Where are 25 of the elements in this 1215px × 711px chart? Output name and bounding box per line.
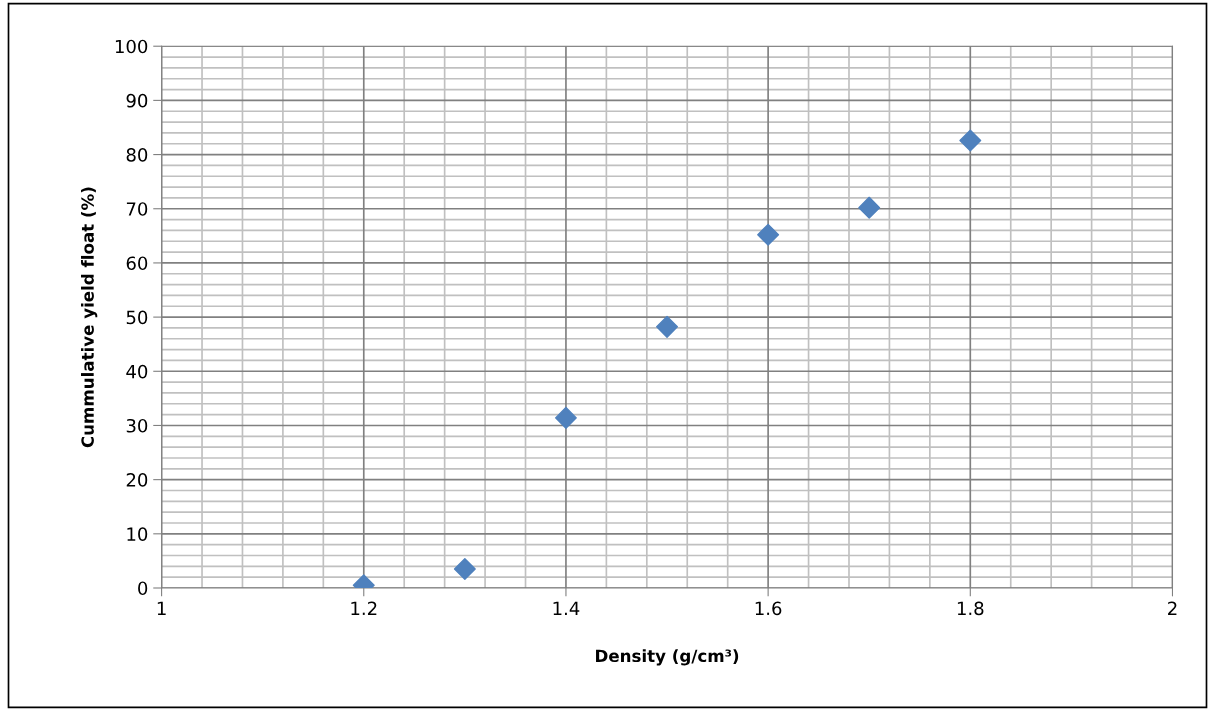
point bbox=[858, 196, 881, 219]
y-tick-label: 0 bbox=[138, 581, 148, 596]
y-tick-label: 40 bbox=[126, 364, 148, 379]
y-tick-label: 80 bbox=[126, 148, 148, 162]
x-tick-label: 1.6 bbox=[755, 601, 782, 616]
y-tick-label: 70 bbox=[126, 202, 148, 216]
point bbox=[554, 406, 577, 429]
x-tick-label: 1.8 bbox=[957, 601, 984, 616]
y-tick-label: 20 bbox=[126, 473, 148, 487]
y-tick-label: 100 bbox=[115, 39, 148, 54]
y-tick-label: 10 bbox=[127, 527, 148, 541]
x-tick-label: 2 bbox=[1168, 601, 1177, 615]
y-tick-label: 90 bbox=[126, 93, 148, 108]
y-axis-title: Cummulative yield float (%) bbox=[81, 187, 98, 448]
y-tick-label: 30 bbox=[126, 418, 148, 433]
x-tick-label: 1.4 bbox=[553, 601, 580, 615]
x-tick-label: 1.2 bbox=[351, 601, 377, 615]
y-tick-label: 60 bbox=[126, 256, 148, 271]
y-tick-label: 50 bbox=[126, 310, 148, 325]
point bbox=[959, 129, 982, 152]
point bbox=[656, 315, 679, 338]
point bbox=[453, 558, 476, 581]
point bbox=[757, 223, 780, 246]
x-tick-label: 1 bbox=[157, 601, 166, 615]
x-axis-title: Density (g/cm³) bbox=[596, 649, 739, 666]
